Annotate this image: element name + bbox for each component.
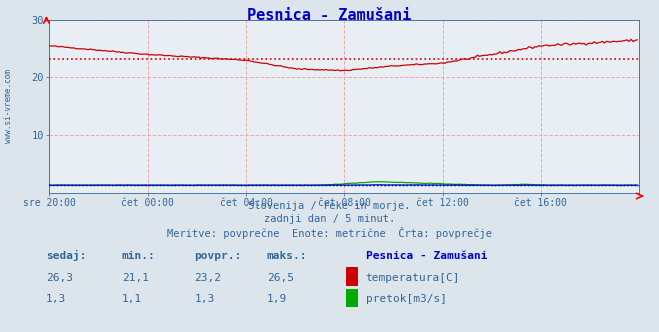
Text: 26,5: 26,5 [267, 273, 294, 283]
Text: Pesnica - Zamušani: Pesnica - Zamušani [366, 251, 487, 261]
Text: pretok[m3/s]: pretok[m3/s] [366, 294, 447, 304]
Text: sedaj:: sedaj: [46, 250, 86, 261]
Text: Meritve: povprečne  Enote: metrične  Črta: povprečje: Meritve: povprečne Enote: metrične Črta:… [167, 227, 492, 239]
Text: 1,3: 1,3 [194, 294, 215, 304]
Text: Slovenija / reke in morje.: Slovenija / reke in morje. [248, 201, 411, 211]
Text: min.:: min.: [122, 251, 156, 261]
Text: www.si-vreme.com: www.si-vreme.com [4, 69, 13, 143]
Text: zadnji dan / 5 minut.: zadnji dan / 5 minut. [264, 214, 395, 224]
Text: 21,1: 21,1 [122, 273, 149, 283]
Text: 1,9: 1,9 [267, 294, 287, 304]
Text: Pesnica - Zamušani: Pesnica - Zamušani [247, 8, 412, 23]
Text: temperatura[C]: temperatura[C] [366, 273, 460, 283]
Text: 1,1: 1,1 [122, 294, 142, 304]
Text: 26,3: 26,3 [46, 273, 73, 283]
Text: 23,2: 23,2 [194, 273, 221, 283]
Text: 1,3: 1,3 [46, 294, 67, 304]
Text: povpr.:: povpr.: [194, 251, 242, 261]
Text: maks.:: maks.: [267, 251, 307, 261]
